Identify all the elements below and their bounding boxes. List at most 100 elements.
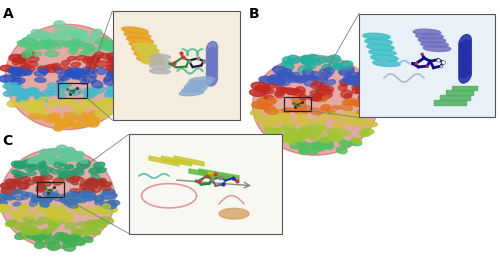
Ellipse shape bbox=[52, 63, 61, 70]
Ellipse shape bbox=[104, 100, 117, 106]
Ellipse shape bbox=[280, 73, 291, 78]
Ellipse shape bbox=[11, 68, 20, 72]
Ellipse shape bbox=[179, 90, 204, 96]
Ellipse shape bbox=[305, 66, 313, 70]
Ellipse shape bbox=[35, 78, 46, 82]
Ellipse shape bbox=[350, 139, 362, 146]
Ellipse shape bbox=[110, 64, 120, 68]
Ellipse shape bbox=[312, 133, 324, 140]
Ellipse shape bbox=[364, 100, 374, 105]
Ellipse shape bbox=[96, 105, 104, 111]
Ellipse shape bbox=[282, 62, 294, 70]
Ellipse shape bbox=[96, 68, 106, 75]
Ellipse shape bbox=[321, 139, 332, 143]
Ellipse shape bbox=[12, 161, 24, 168]
Ellipse shape bbox=[92, 29, 102, 36]
Ellipse shape bbox=[62, 60, 70, 66]
Ellipse shape bbox=[252, 101, 270, 109]
Ellipse shape bbox=[47, 241, 60, 250]
Ellipse shape bbox=[56, 87, 66, 92]
Ellipse shape bbox=[48, 36, 58, 42]
Ellipse shape bbox=[129, 42, 156, 49]
Ellipse shape bbox=[96, 168, 106, 173]
Ellipse shape bbox=[26, 35, 38, 41]
Ellipse shape bbox=[81, 80, 90, 84]
Ellipse shape bbox=[316, 77, 328, 84]
Ellipse shape bbox=[70, 30, 86, 36]
Ellipse shape bbox=[292, 130, 302, 137]
Ellipse shape bbox=[264, 96, 274, 99]
Ellipse shape bbox=[318, 57, 327, 63]
Ellipse shape bbox=[29, 230, 42, 235]
Ellipse shape bbox=[459, 40, 471, 56]
Ellipse shape bbox=[344, 118, 354, 125]
Ellipse shape bbox=[356, 88, 370, 94]
Ellipse shape bbox=[87, 72, 97, 78]
Ellipse shape bbox=[280, 79, 286, 84]
Ellipse shape bbox=[57, 92, 66, 98]
Ellipse shape bbox=[85, 221, 100, 228]
Ellipse shape bbox=[58, 158, 67, 163]
Ellipse shape bbox=[259, 76, 274, 84]
Ellipse shape bbox=[338, 85, 347, 91]
Ellipse shape bbox=[96, 207, 110, 214]
Ellipse shape bbox=[55, 157, 66, 162]
Ellipse shape bbox=[63, 119, 72, 125]
Ellipse shape bbox=[28, 159, 39, 164]
Ellipse shape bbox=[104, 79, 115, 85]
Ellipse shape bbox=[206, 65, 218, 80]
Ellipse shape bbox=[268, 84, 278, 88]
Ellipse shape bbox=[285, 73, 295, 78]
Ellipse shape bbox=[318, 144, 327, 150]
Ellipse shape bbox=[76, 222, 88, 227]
Ellipse shape bbox=[310, 143, 322, 149]
Ellipse shape bbox=[46, 64, 58, 69]
Ellipse shape bbox=[258, 103, 270, 109]
Ellipse shape bbox=[28, 89, 38, 96]
Polygon shape bbox=[189, 169, 229, 180]
Ellipse shape bbox=[26, 101, 42, 110]
Ellipse shape bbox=[14, 92, 25, 96]
Ellipse shape bbox=[78, 30, 88, 37]
Ellipse shape bbox=[302, 126, 315, 132]
Ellipse shape bbox=[34, 94, 45, 99]
Ellipse shape bbox=[260, 88, 274, 94]
Ellipse shape bbox=[60, 173, 66, 177]
Ellipse shape bbox=[369, 49, 396, 56]
Ellipse shape bbox=[41, 44, 52, 49]
Ellipse shape bbox=[84, 207, 93, 213]
Ellipse shape bbox=[77, 71, 86, 77]
Ellipse shape bbox=[100, 108, 113, 115]
Ellipse shape bbox=[106, 45, 120, 52]
Ellipse shape bbox=[83, 237, 93, 242]
Ellipse shape bbox=[82, 89, 93, 96]
Ellipse shape bbox=[56, 36, 66, 41]
Ellipse shape bbox=[352, 113, 364, 119]
Ellipse shape bbox=[275, 90, 284, 96]
Ellipse shape bbox=[290, 142, 301, 149]
Ellipse shape bbox=[320, 93, 332, 99]
Ellipse shape bbox=[108, 69, 126, 76]
Ellipse shape bbox=[58, 237, 71, 242]
Ellipse shape bbox=[150, 69, 171, 74]
Ellipse shape bbox=[84, 95, 93, 99]
Ellipse shape bbox=[76, 177, 84, 181]
Ellipse shape bbox=[271, 128, 282, 134]
Ellipse shape bbox=[182, 87, 206, 93]
Ellipse shape bbox=[277, 70, 287, 77]
Ellipse shape bbox=[274, 115, 280, 120]
Ellipse shape bbox=[306, 55, 320, 63]
Ellipse shape bbox=[38, 97, 47, 102]
Ellipse shape bbox=[283, 124, 295, 130]
Ellipse shape bbox=[304, 79, 316, 86]
Ellipse shape bbox=[86, 57, 100, 63]
Ellipse shape bbox=[362, 85, 372, 90]
Ellipse shape bbox=[86, 63, 95, 69]
Ellipse shape bbox=[309, 124, 323, 130]
Ellipse shape bbox=[328, 134, 338, 141]
Ellipse shape bbox=[302, 69, 314, 77]
Ellipse shape bbox=[45, 213, 57, 218]
Ellipse shape bbox=[106, 72, 117, 77]
Ellipse shape bbox=[38, 167, 46, 172]
Ellipse shape bbox=[250, 89, 266, 96]
